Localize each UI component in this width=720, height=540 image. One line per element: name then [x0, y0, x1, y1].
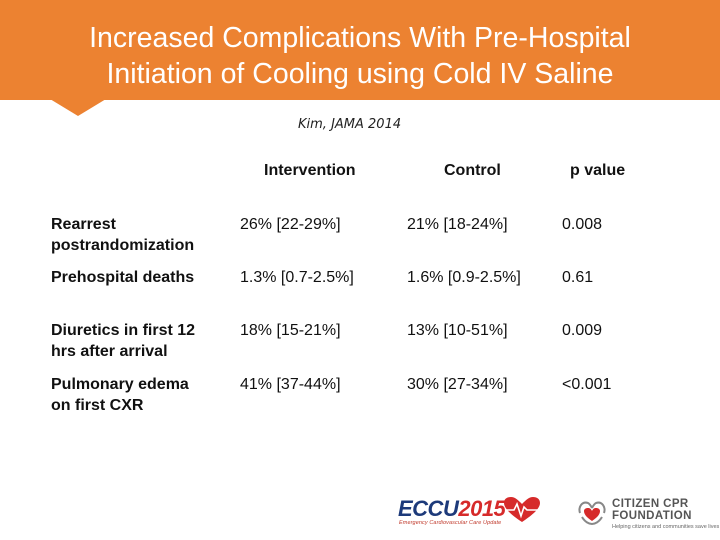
ccpr-heart-hands-icon: [578, 501, 606, 526]
cell-control: 21% [18-24%]: [407, 216, 508, 233]
slide-title-line-1: Increased Complications With Pre-Hospita…: [89, 22, 631, 54]
eccu-logo-text: ECCU2015: [398, 496, 506, 522]
cell-p-value: 0.009: [562, 322, 603, 339]
citation: Kim, JAMA 2014: [298, 117, 402, 132]
cell-intervention: 18% [15-21%]: [240, 322, 341, 339]
row-label-prehospital-deaths: Prehospital deaths: [51, 267, 231, 288]
cell-control: 13% [10-51%]: [407, 322, 508, 339]
row-label-line: Pulmonary edema: [51, 376, 189, 393]
cell-control: 1.6% [0.9-2.5%]: [407, 269, 521, 286]
column-header-control: Control: [444, 162, 501, 179]
row-label-rearrest: Rearrest postrandomization: [51, 214, 231, 256]
cell-p-value: 0.008: [562, 216, 603, 233]
row-label-pulmonary-edema: Pulmonary edema on first CXR: [51, 374, 231, 416]
ccpr-logo-text: CITIZEN CPR FOUNDATION: [612, 498, 692, 522]
ccpr-tagline: Helping citizens and communities save li…: [612, 524, 720, 530]
cell-intervention: 1.3% [0.7-2.5%]: [240, 269, 354, 286]
row-label-line: Rearrest: [51, 216, 116, 233]
cell-control: 30% [27-34%]: [407, 376, 508, 393]
row-label-line: Prehospital deaths: [51, 269, 195, 286]
row-label-line: hrs after arrival: [51, 343, 168, 360]
cell-intervention: 26% [22-29%]: [240, 216, 341, 233]
eccu-heart-icon: [504, 497, 540, 522]
row-label-line: postrandomization: [51, 237, 195, 254]
ccpr-name-line-1: CITIZEN CPR: [612, 498, 689, 510]
title-banner-pointer: [50, 99, 106, 116]
ccpr-name-line-2: FOUNDATION: [612, 510, 692, 522]
row-label-line: Diuretics in first 12: [51, 322, 196, 339]
slide-title: Increased Complications With Pre-Hospita…: [0, 20, 720, 92]
cell-p-value: <0.001: [562, 376, 612, 393]
column-header-p-value: p value: [570, 162, 626, 179]
title-banner: [0, 0, 720, 100]
slide-title-line-2: Initiation of Cooling using Cold IV Sali…: [106, 58, 614, 90]
eccu-brand: ECCU: [398, 496, 459, 521]
eccu-year: 2015: [458, 496, 506, 521]
cell-intervention: 41% [37-44%]: [240, 376, 341, 393]
column-header-intervention: Intervention: [264, 162, 356, 179]
eccu-tagline: Emergency Cardiovascular Care Update: [399, 520, 502, 526]
cell-p-value: 0.61: [562, 269, 594, 286]
row-label-line: on first CXR: [51, 397, 144, 414]
row-label-diuretics: Diuretics in first 12 hrs after arrival: [51, 320, 231, 362]
